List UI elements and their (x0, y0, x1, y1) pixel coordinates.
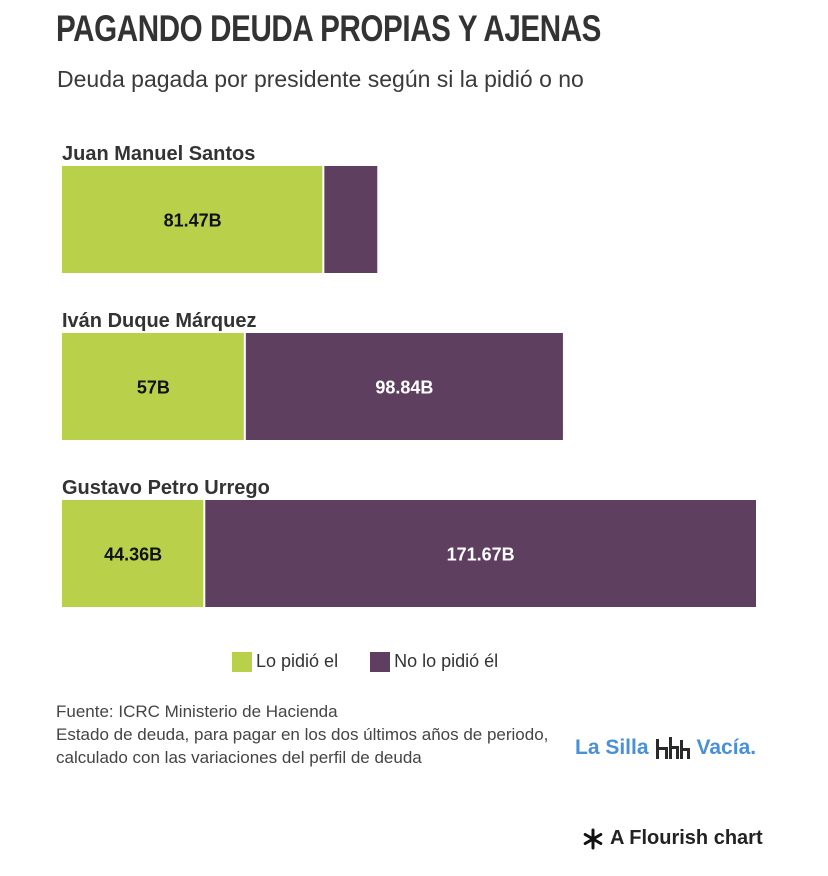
flourish-credit-label: A Flourish chart (610, 827, 763, 849)
methodology-note: Estado de deuda, para pagar en los dos ú… (56, 725, 549, 767)
logo-text-left: La Silla (575, 736, 649, 759)
legend-swatch-other (370, 651, 391, 672)
data-label: 81.47B (164, 211, 222, 231)
source-note: Fuente: ICRC Ministerio de Hacienda (56, 702, 338, 721)
legend-item-other[interactable]: No lo pidió él (370, 651, 498, 672)
footer-notes: Fuente: ICRC Ministerio de Hacienda Esta… (56, 700, 566, 769)
data-label: 98.84B (375, 378, 433, 398)
data-label: 171.67B (447, 545, 515, 565)
legend: Lo pidió el No lo pidió él (232, 651, 498, 672)
bar-own[interactable] (62, 333, 244, 440)
bar-own[interactable] (62, 500, 204, 607)
bar-other[interactable] (324, 166, 378, 273)
asterisk-icon (583, 828, 603, 849)
legend-swatch-own (232, 651, 252, 672)
bar-own[interactable] (62, 166, 323, 273)
category-label: Iván Duque Márquez (62, 310, 256, 332)
logo-text-right: Vacía. (696, 736, 757, 759)
category-label: Gustavo Petro Urrego (62, 477, 270, 499)
chart-title: PAGANDO DEUDA PROPIAS Y AJENAS (56, 8, 602, 49)
bar-other[interactable] (205, 500, 757, 607)
legend-item-own[interactable]: Lo pidió el (232, 651, 338, 672)
bar-other[interactable] (245, 333, 563, 440)
legend-label-other: No lo pidió él (394, 651, 499, 671)
data-label: 44.36B (104, 545, 162, 565)
flourish-credit[interactable]: A Flourish chart (582, 827, 763, 850)
chairs-icon (655, 737, 690, 759)
legend-label-own: Lo pidió el (256, 651, 339, 671)
la-silla-vacia-logo[interactable]: La Silla Vacía. (575, 736, 756, 760)
category-label: Juan Manuel Santos (62, 143, 255, 165)
stacked-bar-chart: Juan Manuel Santos 81.47B Iván Duque Márqu… (62, 143, 757, 607)
chart-subtitle: Deuda pagada por presidente según si la … (57, 66, 584, 92)
data-label: 57B (137, 378, 170, 398)
